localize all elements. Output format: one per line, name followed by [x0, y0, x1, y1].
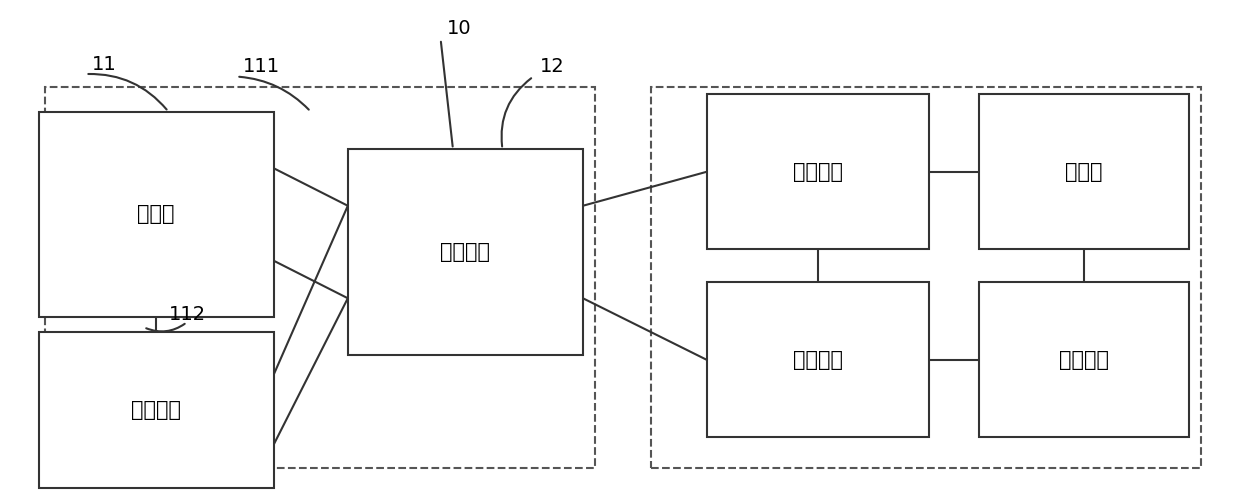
Text: 主节点: 主节点 [138, 205, 175, 224]
Text: 主节点: 主节点 [1065, 162, 1102, 182]
Text: 112: 112 [169, 305, 206, 324]
Text: 12: 12 [539, 57, 564, 76]
Text: 传输节点: 传输节点 [440, 242, 490, 262]
Text: 传输节点: 传输节点 [1059, 350, 1109, 370]
Bar [45, 87, 595, 468]
Text: 111: 111 [243, 57, 280, 76]
Text: 10: 10 [446, 20, 471, 38]
Text: 传输节点: 传输节点 [131, 400, 181, 420]
Bar [651, 87, 1202, 468]
Text: 传输节点: 传输节点 [792, 350, 843, 370]
Bar [707, 94, 929, 249]
Bar [707, 282, 929, 437]
Text: 11: 11 [92, 54, 117, 74]
Bar [978, 282, 1189, 437]
Bar [978, 94, 1189, 249]
Bar [347, 149, 583, 355]
Bar [38, 112, 274, 317]
Bar [38, 332, 274, 487]
Text: 传输节点: 传输节点 [792, 162, 843, 182]
